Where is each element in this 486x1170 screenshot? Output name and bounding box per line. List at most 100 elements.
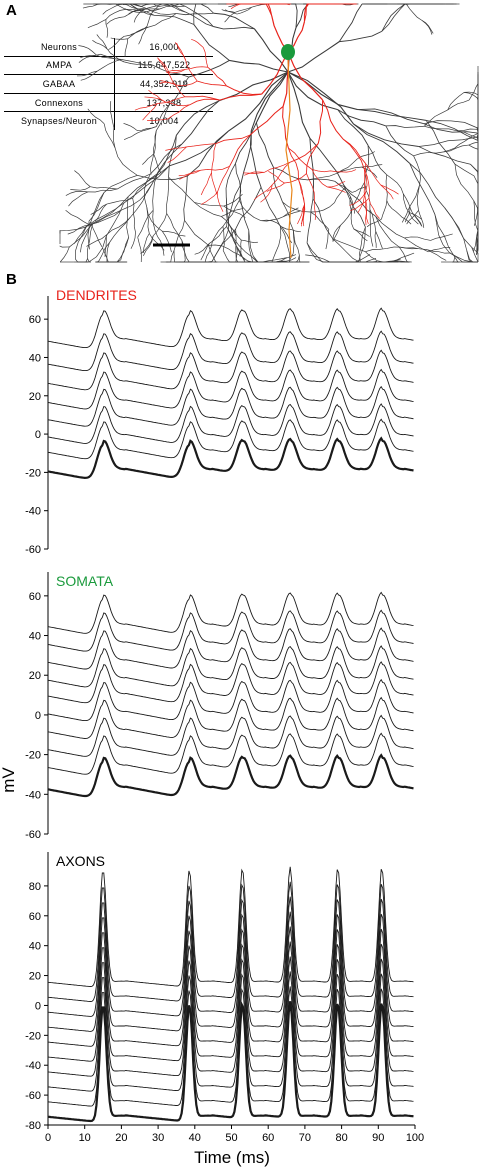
arbor-branch: [128, 9, 144, 14]
arbor-branch: [130, 226, 136, 249]
arbor-branch: [90, 186, 118, 190]
arbor-branch: [109, 216, 131, 243]
arbor-branch: [282, 201, 294, 231]
arbor-branch: [468, 83, 479, 101]
arbor-branch: [127, 27, 148, 40]
y-tick-label: -20: [25, 1030, 41, 1042]
y-tick-label: 0: [35, 710, 41, 722]
arbor-branch: [92, 40, 108, 50]
arbor-branch: [130, 26, 148, 35]
arbor-branch: [306, 242, 329, 263]
arbor-branch: [332, 225, 341, 241]
arbor-branch: [90, 209, 122, 226]
arbor-branch: [253, 28, 289, 73]
arbor-branch: [464, 92, 479, 101]
model-stats-table: Neurons 16,000 AMPA 115,647,522 GABAA 44…: [4, 38, 213, 130]
arbor-branch: [418, 210, 425, 228]
dendrite-branch: [207, 66, 227, 87]
arbor-branch: [404, 206, 411, 223]
x-tick-label: 40: [189, 1132, 201, 1144]
arbor-branch: [386, 200, 400, 215]
arbor-branch: [87, 188, 118, 193]
arbor-branch: [137, 237, 142, 263]
y-tick-label: 20: [29, 971, 41, 983]
y-tick-label: 40: [29, 631, 41, 643]
arbor-branch: [140, 8, 160, 13]
voltage-trace: [47, 645, 414, 688]
arbor-branch: [287, 253, 294, 263]
arbor-branch: [138, 26, 148, 45]
arbor-branch: [464, 91, 479, 97]
arbor-branch: [106, 216, 131, 236]
y-tick-label: 20: [29, 670, 41, 682]
arbor-branch: [114, 147, 138, 176]
arbor-branch: [221, 208, 244, 217]
arbor-branch: [225, 197, 230, 224]
dendrite-branch: [219, 93, 262, 101]
arbor-branch: [412, 212, 422, 226]
x-tick-label: 70: [299, 1132, 311, 1144]
dendrite-branch: [363, 169, 367, 201]
arbor-branch: [336, 158, 358, 174]
stat-label: Connexons: [4, 93, 115, 113]
table-row: Synapses/Neuron 10,004: [4, 111, 213, 130]
arbor-branch: [401, 206, 411, 223]
arbor-branch: [162, 231, 172, 253]
arbor-branch: [184, 220, 209, 246]
arbor-branch: [96, 34, 108, 50]
dendrite-branch: [179, 169, 201, 180]
arbor-branch: [117, 173, 151, 190]
y-tick-label: -60: [25, 829, 41, 841]
arbor-branch: [176, 12, 214, 16]
arbor-branch: [413, 155, 421, 186]
arbor-branch: [409, 163, 446, 209]
voltage-trace: [47, 941, 414, 1062]
arbor-branch: [183, 176, 188, 221]
arbor-branch: [132, 173, 158, 199]
arbor-branch: [375, 231, 383, 249]
dendrite-branch: [200, 172, 212, 196]
y-tick-label: -20: [25, 750, 41, 762]
arbor-branch: [225, 163, 236, 198]
arbor-branch: [208, 245, 217, 263]
arbor-branch: [143, 173, 151, 208]
arbor-branch: [334, 186, 346, 203]
arbor-branch: [96, 54, 122, 60]
arbor-branch: [353, 228, 370, 237]
arbor-branch: [193, 24, 230, 61]
arbor-branch: [218, 71, 289, 102]
arbor-branch: [386, 174, 404, 195]
arbor-branch: [423, 123, 479, 134]
arbor-branch: [367, 145, 387, 176]
arbor-branch: [294, 255, 300, 263]
arbor-branch: [108, 36, 125, 51]
x-tick-label: 30: [152, 1132, 164, 1144]
dendrite-branch: [282, 106, 289, 149]
dendrite-branch: [306, 143, 319, 174]
arbor-branch: [307, 172, 337, 181]
arbor-branch: [86, 234, 107, 247]
arbor-branch: [409, 185, 420, 207]
voltage-trace: [47, 866, 414, 987]
dendrite-branch: [229, 134, 251, 167]
voltage-trace: [47, 307, 414, 349]
arbor-branch: [375, 216, 405, 239]
arbor-branch: [307, 178, 335, 182]
arbor-branch: [110, 37, 128, 40]
arbor-branch: [90, 192, 105, 223]
voltage-trace: [47, 385, 414, 427]
arbor-branch: [156, 104, 170, 127]
voltage-trace: [47, 368, 414, 410]
arbor-branch: [166, 250, 175, 263]
y-tick-label: 20: [29, 391, 41, 403]
panel-a-label: A: [6, 2, 17, 19]
dendrite-branch: [243, 171, 265, 175]
x-tick-label: 20: [115, 1132, 127, 1144]
arbor-branch: [404, 236, 431, 241]
dendrite-branch: [380, 184, 399, 195]
voltage-trace: [47, 986, 414, 1107]
dendrite-branch: [165, 146, 187, 151]
arbor-branch: [468, 139, 479, 146]
arbor-branch: [168, 135, 177, 178]
arbor-branch: [443, 144, 469, 153]
